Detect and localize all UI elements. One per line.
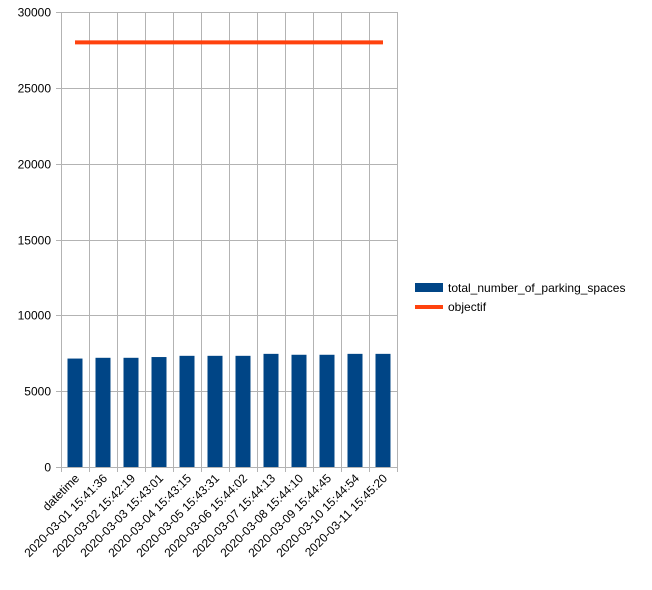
bar [67,358,83,467]
bar [375,353,391,467]
y-tick-label: 15000 [18,234,52,248]
bar [235,355,251,467]
bar [347,353,363,467]
legend-swatch-bars [415,283,443,292]
bar [123,357,139,467]
y-tick-label: 20000 [18,158,52,172]
bar-series [67,353,391,467]
legend: total_number_of_parking_spaces objectif [415,278,625,316]
y-tick-label: 5000 [24,385,51,399]
axes [61,12,397,468]
bar [95,357,111,467]
y-tick-label: 10000 [18,309,52,323]
bar [263,353,279,467]
grid-lines [56,12,398,472]
legend-item-line: objectif [415,297,625,316]
bar [207,355,223,467]
legend-label-bars: total_number_of_parking_spaces [448,280,626,295]
legend-item-bars: total_number_of_parking_spaces [415,278,625,297]
y-tick-label: 30000 [18,6,52,20]
y-tick-label: 0 [44,461,51,475]
legend-label-line: objectif [448,299,487,314]
bar [291,354,307,467]
y-axis-ticks: 0 5000 10000 15000 20000 25000 30000 [18,6,52,475]
y-tick-label: 25000 [18,82,52,96]
bar [179,355,195,467]
bar [319,354,335,467]
bar [151,357,167,467]
legend-swatch-line [415,304,443,309]
